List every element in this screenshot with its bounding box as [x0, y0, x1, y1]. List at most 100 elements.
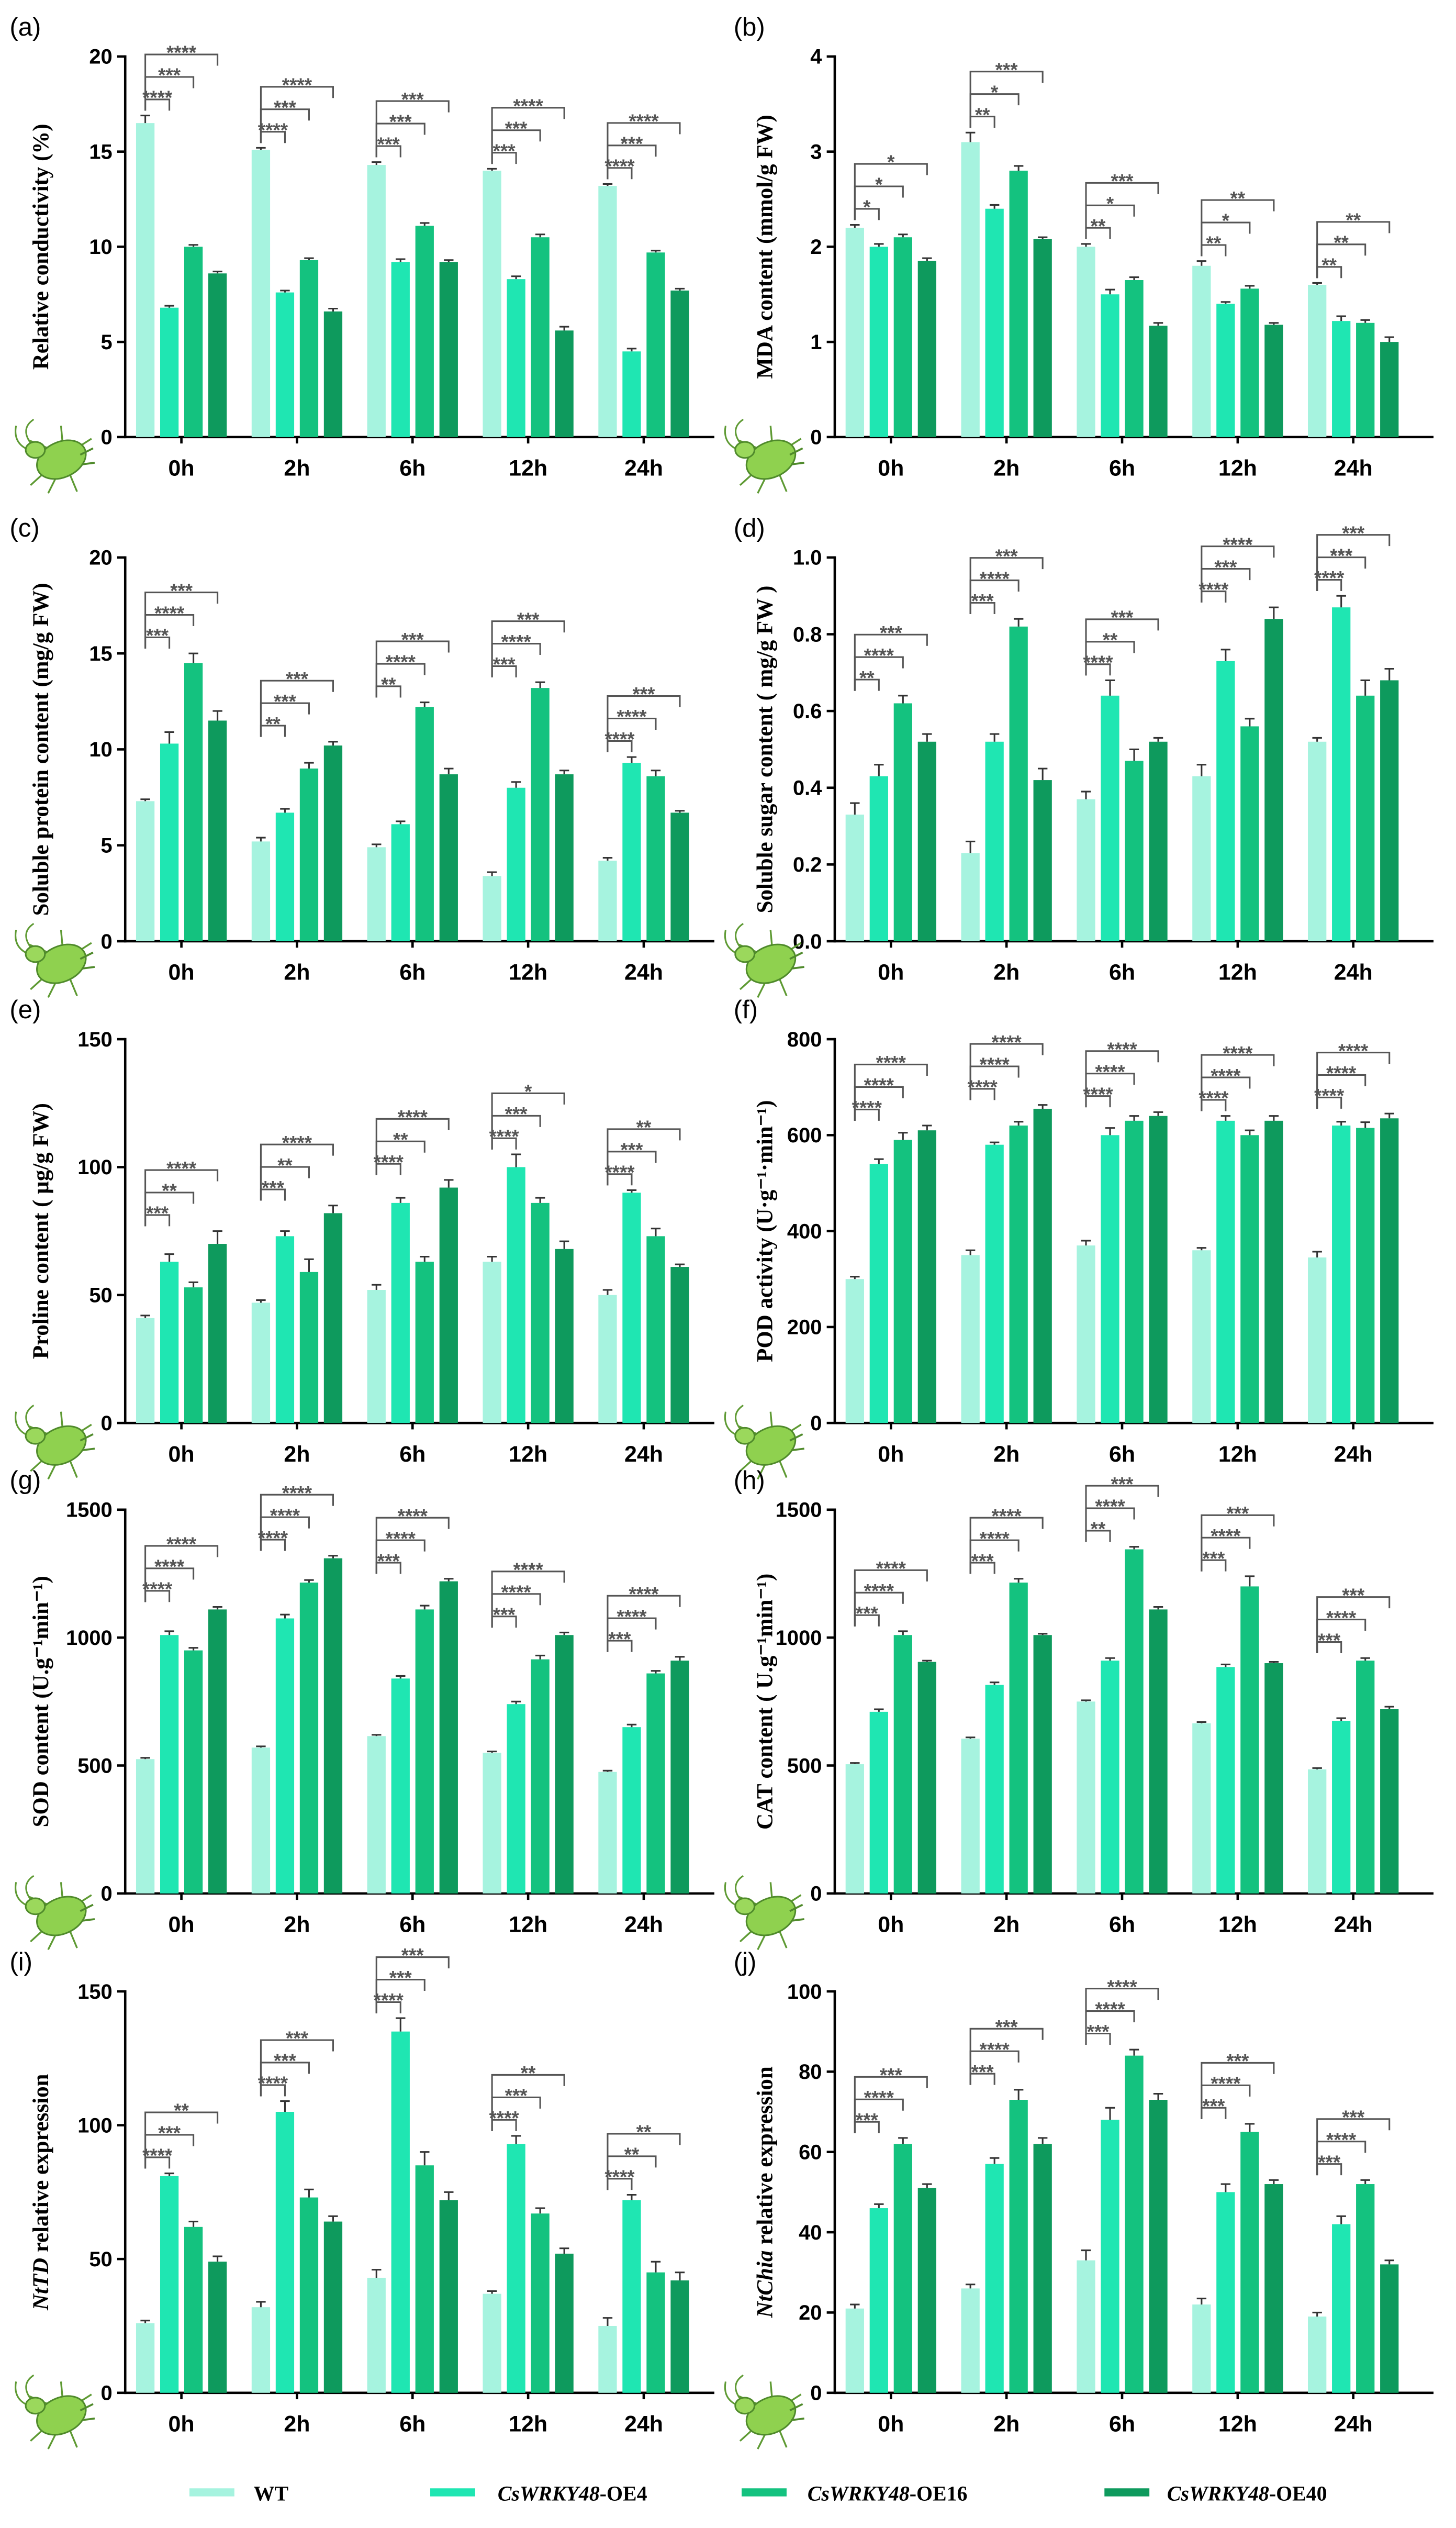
category-label-2h: 2h: [284, 960, 310, 985]
significance-label-oe40-6h: ****: [1107, 1976, 1137, 1998]
significance-label-oe4-0h: ****: [142, 87, 173, 108]
error-bar-oe40-24h: [675, 2271, 685, 2281]
bar-wt-24h: [598, 186, 617, 437]
error-bar-oe4-0h: [874, 764, 884, 776]
error-bar-wt-24h: [1312, 1767, 1322, 1769]
y-tick-label: 1.0: [793, 547, 822, 570]
bar-oe16-0h: [184, 663, 203, 941]
category-label-0h: 0h: [169, 455, 195, 481]
significance-label-oe4-2h: ***: [971, 2061, 994, 2082]
category-label-0h: 0h: [169, 1912, 195, 1937]
error-bar-oe40-0h: [212, 271, 222, 274]
category-label-24h: 24h: [1334, 960, 1373, 985]
y-tick-label: 0: [810, 1883, 822, 1906]
panel-g: (g) SOD content (U.g⁻¹min⁻¹) 0 500 1000 1500 0…: [9, 1466, 714, 1950]
y-axis-title: Soluble sugar content ( mg/g FW ): [753, 586, 777, 914]
significance-label-oe4-2h: **: [975, 104, 990, 126]
significance-label-oe4-24h: ****: [1314, 1085, 1345, 1107]
bar-wt-24h: [598, 1772, 617, 1894]
error-bar-oe40-2h: [328, 1205, 338, 1213]
significance-label-oe16-2h: ****: [980, 1528, 1010, 1549]
error-bar-oe40-12h: [559, 326, 569, 331]
bar-wt-0h: [136, 801, 155, 941]
bar-oe40-0h: [917, 741, 936, 941]
panel-label: (h): [734, 1466, 765, 1495]
bar-oe40-0h: [917, 261, 936, 437]
bar-wt-6h: [1077, 1701, 1095, 1894]
significance-label-oe4-6h: **: [1091, 215, 1106, 237]
error-bar-oe16-24h: [651, 1228, 661, 1237]
significance-bracket-oe40-24h: [607, 1595, 681, 1652]
bar-oe40-2h: [1033, 780, 1052, 941]
category-label-12h: 12h: [509, 2411, 547, 2436]
y-tick-label: 200: [787, 1316, 822, 1339]
category-label-2h: 2h: [993, 1912, 1020, 1937]
error-bar-oe40-12h: [1269, 322, 1279, 325]
error-bar-oe4-0h: [164, 1630, 174, 1635]
bar-oe4-6h: [1101, 1661, 1119, 1894]
bar-oe40-12h: [1264, 2184, 1283, 2393]
y-tick-label: 20: [799, 2301, 822, 2324]
error-bar-oe4-6h: [396, 1675, 406, 1679]
significance-label-oe40-2h: ****: [282, 1132, 312, 1153]
error-bar-wt-12h: [1196, 1721, 1207, 1723]
significance-label-oe40-0h: ****: [876, 1052, 906, 1074]
bar-wt-24h: [598, 861, 617, 941]
y-tick-label: 10: [89, 738, 112, 761]
bar-oe4-0h: [869, 1711, 888, 1894]
significance-bracket-oe40-0h: [854, 633, 928, 691]
bar-oe16-12h: [1240, 2132, 1259, 2393]
error-bar-wt-12h: [1196, 764, 1207, 776]
bar-oe4-0h: [869, 776, 888, 941]
bar-wt-24h: [1308, 1257, 1327, 1423]
significance-bracket-oe40-12h: [1201, 1514, 1275, 1572]
significance-label-oe40-12h: ***: [1226, 2051, 1249, 2072]
significance-label-oe16-24h: ****: [1326, 1607, 1357, 1629]
significance-label-oe16-0h: ***: [158, 2122, 181, 2144]
y-tick-label: 50: [89, 1284, 112, 1307]
error-bar-wt-12h: [487, 1255, 497, 1262]
bar-oe16-24h: [1356, 1661, 1375, 1894]
bar-oe16-12h: [531, 1202, 550, 1423]
error-bar-wt-6h: [1081, 1240, 1091, 1246]
category-label-2h: 2h: [284, 1442, 310, 1467]
bar-oe4-24h: [622, 1193, 641, 1423]
y-tick-label: 80: [799, 2061, 822, 2084]
significance-bracket-oe40-24h: [607, 122, 681, 180]
bar-oe4-24h: [622, 1727, 641, 1894]
category-label-24h: 24h: [1334, 1442, 1373, 1467]
significance-label-oe4-0h: ***: [146, 625, 169, 647]
aphid-cornicle: [80, 2403, 95, 2421]
bar-oe16-12h: [531, 688, 550, 941]
significance-label-oe4-24h: ***: [1318, 1630, 1341, 1651]
significance-label-oe16-0h: **: [162, 1180, 177, 1201]
error-bar-oe4-12h: [511, 781, 521, 788]
bar-wt-6h: [1077, 247, 1095, 437]
error-bar-oe4-12h: [1220, 2183, 1231, 2192]
error-bar-oe16-0h: [898, 695, 908, 704]
error-bar-wt-12h: [487, 2290, 497, 2294]
aphid-head: [734, 1427, 756, 1445]
legend-item-oe16: CsWRKY48-OE16: [742, 2481, 967, 2505]
error-bar-oe40-12h: [1269, 2179, 1279, 2185]
error-bar-oe40-0h: [212, 2255, 222, 2262]
significance-bracket-oe40-6h: [375, 100, 450, 158]
significance-bracket-oe40-2h: [260, 2039, 334, 2097]
error-bar-oe4-0h: [164, 305, 174, 308]
bar-oe16-12h: [1240, 1586, 1259, 1894]
legend-label-oe16-part: CsWRKY48: [808, 2481, 910, 2505]
significance-label-oe4-12h: ***: [493, 1604, 516, 1625]
significance-label-oe16-6h: ****: [386, 1528, 416, 1549]
legend-label-wt: WT: [254, 2481, 288, 2505]
error-bar-oe40-6h: [444, 767, 454, 775]
significance-label-oe4-2h: ****: [258, 1527, 288, 1549]
significance-label-oe4-6h: ****: [1083, 652, 1113, 673]
y-tick-label: 100: [77, 1156, 113, 1179]
significance-label-oe4-2h: **: [265, 713, 281, 734]
category-label-2h: 2h: [284, 455, 310, 481]
significance-label-oe4-2h: ***: [971, 591, 994, 612]
y-tick-label: 40: [799, 2221, 822, 2244]
category-label-12h: 12h: [509, 960, 547, 985]
significance-label-oe40-12h: ****: [513, 1559, 543, 1580]
